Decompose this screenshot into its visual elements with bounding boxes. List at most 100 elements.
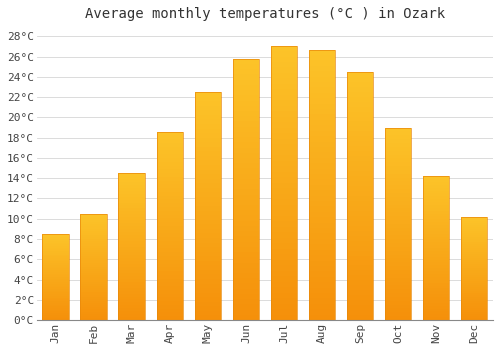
Bar	[270, 232, 297, 238]
Bar	[384, 281, 411, 285]
Bar	[80, 292, 107, 294]
Bar	[194, 106, 221, 110]
Bar	[460, 250, 487, 252]
Bar	[156, 286, 183, 290]
Bar	[232, 184, 259, 189]
Bar	[346, 246, 374, 251]
Bar	[422, 260, 450, 262]
Bar	[422, 199, 450, 202]
Bar	[308, 288, 335, 293]
Bar	[80, 309, 107, 312]
Bar	[118, 261, 145, 264]
Bar	[460, 308, 487, 310]
Bar	[308, 180, 335, 185]
Bar	[118, 247, 145, 250]
Bar	[346, 305, 374, 310]
Bar	[308, 50, 335, 55]
Bar	[422, 271, 450, 274]
Bar	[346, 265, 374, 271]
Bar	[156, 162, 183, 166]
Bar	[156, 316, 183, 320]
Bar	[232, 64, 259, 69]
Bar	[232, 179, 259, 184]
Bar	[232, 111, 259, 116]
Bar	[460, 306, 487, 308]
Bar	[308, 293, 335, 299]
Bar	[270, 155, 297, 161]
Bar	[384, 308, 411, 312]
Bar	[118, 314, 145, 317]
Bar	[270, 227, 297, 232]
Bar	[118, 241, 145, 244]
Bar	[194, 302, 221, 306]
Bar	[346, 136, 374, 141]
Bar	[232, 205, 259, 210]
Bar	[346, 251, 374, 256]
Bar	[194, 151, 221, 156]
Bar	[270, 62, 297, 68]
Bar	[156, 150, 183, 154]
Bar	[270, 298, 297, 303]
Bar	[156, 248, 183, 252]
Bar	[232, 210, 259, 216]
Bar	[422, 185, 450, 188]
Bar	[422, 205, 450, 208]
Bar	[422, 280, 450, 283]
Bar	[118, 258, 145, 261]
Bar	[194, 284, 221, 288]
Bar	[308, 104, 335, 109]
Bar	[270, 166, 297, 172]
Bar	[270, 194, 297, 199]
Bar	[194, 206, 221, 211]
Bar	[42, 299, 69, 301]
Bar	[42, 237, 69, 239]
Bar	[346, 171, 374, 176]
Bar	[308, 196, 335, 201]
Bar	[308, 55, 335, 61]
Bar	[346, 77, 374, 82]
Bar	[422, 297, 450, 300]
Bar	[308, 315, 335, 320]
Bar	[118, 308, 145, 311]
Bar	[422, 306, 450, 308]
Bar	[156, 184, 183, 188]
Bar	[194, 138, 221, 142]
Bar	[422, 265, 450, 268]
Bar	[42, 286, 69, 287]
Bar	[80, 265, 107, 267]
Bar	[346, 107, 374, 112]
Bar	[460, 254, 487, 256]
Bar	[422, 288, 450, 291]
Bar	[80, 316, 107, 318]
Bar	[42, 313, 69, 315]
Bar	[80, 286, 107, 288]
Bar	[232, 132, 259, 137]
Bar	[232, 273, 259, 278]
Bar	[308, 239, 335, 244]
Bar	[42, 253, 69, 254]
Bar	[118, 226, 145, 229]
Bar	[346, 112, 374, 117]
Bar	[118, 302, 145, 305]
Bar	[232, 189, 259, 195]
Bar	[346, 146, 374, 151]
Bar	[460, 221, 487, 223]
Bar	[422, 314, 450, 317]
Bar	[308, 299, 335, 304]
Bar	[270, 183, 297, 188]
Bar	[118, 179, 145, 182]
Bar	[232, 85, 259, 90]
Bar	[156, 199, 183, 203]
Bar	[156, 264, 183, 267]
Bar	[308, 71, 335, 77]
Bar	[80, 303, 107, 305]
Bar	[346, 82, 374, 87]
Bar	[80, 216, 107, 218]
Bar	[270, 161, 297, 166]
Bar	[118, 208, 145, 211]
Bar	[346, 117, 374, 121]
Bar	[194, 133, 221, 138]
Bar	[118, 276, 145, 279]
Bar	[232, 304, 259, 309]
Bar	[422, 308, 450, 312]
